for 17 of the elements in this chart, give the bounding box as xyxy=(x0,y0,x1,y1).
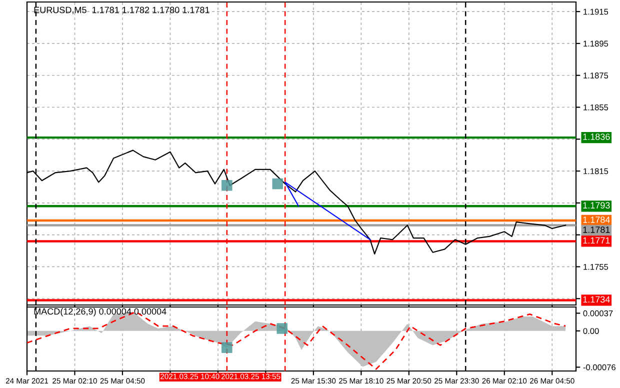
ref-line-label: 1.1793 xyxy=(583,202,610,209)
ref-line-label: 1.1836 xyxy=(583,134,610,140)
chart-title: MACD(12,26,9) 0.00004 0.00004 xyxy=(34,308,166,316)
ref-line-label: 1.1734 xyxy=(583,296,610,303)
ref-line-label: 1.1784 xyxy=(583,216,610,223)
y-tick-label: 1.1915 xyxy=(584,8,608,15)
y-tick-label: 1.1895 xyxy=(584,40,608,47)
ref-line-label: 1.1781 xyxy=(583,226,610,233)
y-tick-label: 0.00037 xyxy=(583,310,613,316)
y-tick-label: 1.1875 xyxy=(584,72,608,78)
chart-title: EURUSD,M5 1.1781 1.1782 1.1780 1.1781 xyxy=(34,6,210,14)
y-tick-label: 1.1815 xyxy=(584,168,608,174)
y-tick-label: 1.1855 xyxy=(584,104,608,110)
ref-line-label: 1.1771 xyxy=(583,237,610,244)
y-tick-label: 0.00 xyxy=(583,328,599,334)
y-tick-label: 1.1755 xyxy=(584,264,608,270)
y-tick-label: -0.00076 xyxy=(583,364,616,370)
